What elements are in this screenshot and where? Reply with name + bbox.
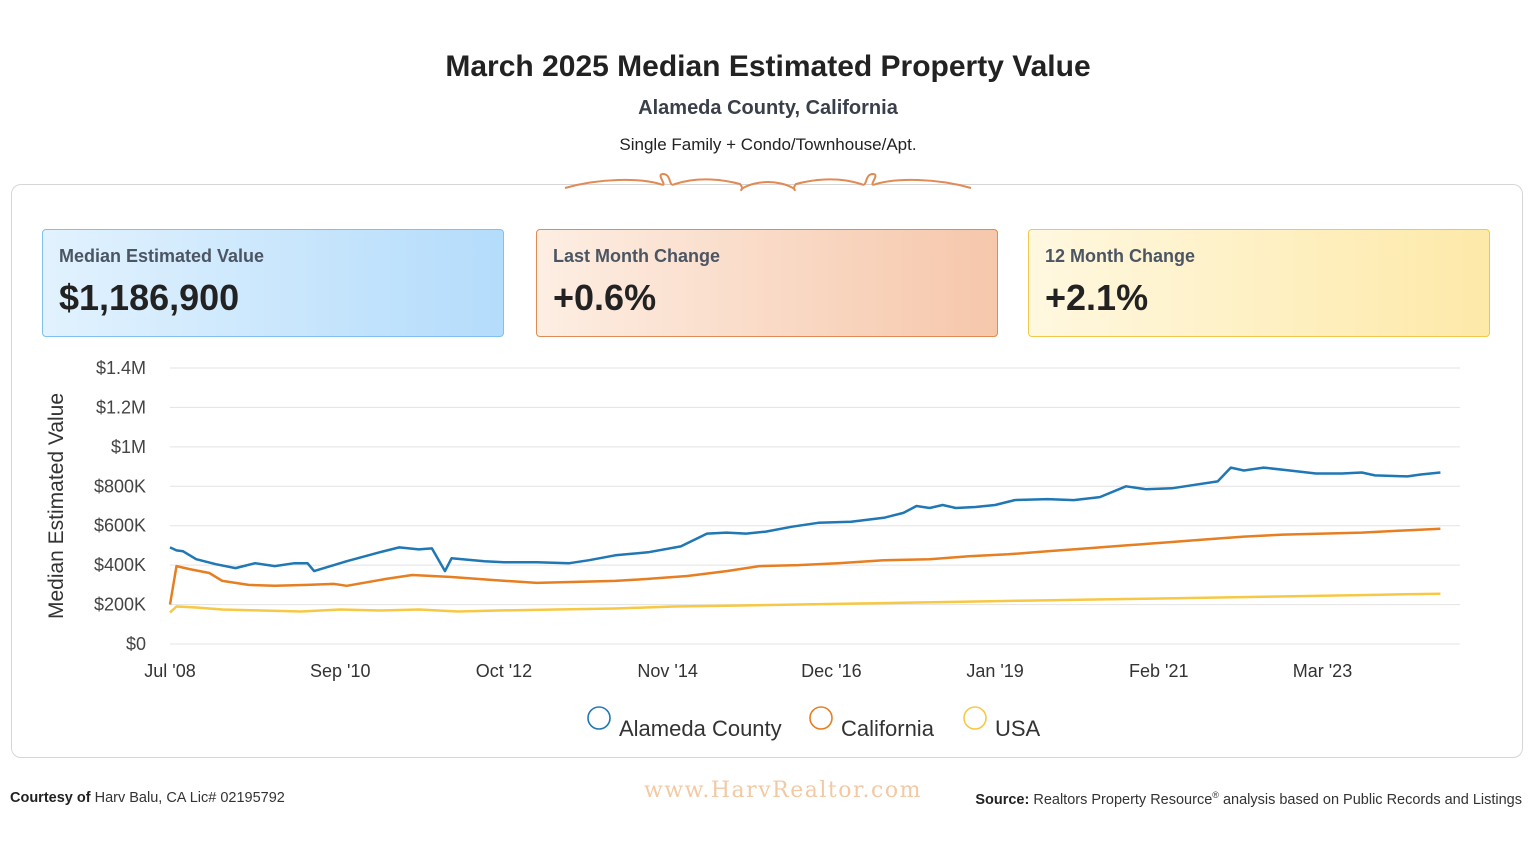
x-tick-label: Nov '14: [637, 661, 697, 681]
y-tick-label: $200K: [94, 595, 146, 615]
property-type-subtitle: Single Family + Condo/Townhouse/Apt.: [619, 135, 917, 154]
twelve-month-change-card: 12 Month Change +2.1%: [1028, 229, 1490, 337]
website-watermark: www.HarvRealtor.com: [644, 778, 922, 803]
median-value-label: Median Estimated Value: [59, 246, 265, 266]
x-tick-label: Mar '23: [1293, 661, 1352, 681]
y-tick-label: $1M: [111, 437, 146, 457]
series-line-alameda-county: [169, 466, 1441, 573]
last-month-change-value: +0.6%: [553, 277, 657, 318]
legend-marker-icon: [963, 706, 987, 730]
courtesy-label: Courtesy of: [10, 790, 91, 806]
x-tick-label: Feb '21: [1129, 661, 1188, 681]
y-tick-label: $1.4M: [96, 358, 146, 378]
legend-label: California: [841, 716, 935, 741]
y-tick-label: $1.2M: [96, 397, 146, 417]
x-tick-label: Oct '12: [476, 661, 532, 681]
x-tick-label: Jul '08: [144, 661, 195, 681]
legend-label: Alameda County: [619, 716, 782, 741]
x-tick-label: Jan '19: [966, 661, 1023, 681]
page-title: March 2025 Median Estimated Property Val…: [445, 50, 1091, 83]
decorative-flourish-icon: [564, 172, 972, 192]
series-line-usa: [169, 592, 1441, 614]
source-text: Realtors Property Resource: [1033, 791, 1213, 808]
courtesy-footer: Courtesy of Harv Balu, CA Lic# 02195792: [10, 790, 285, 806]
y-tick-label: $400K: [94, 555, 146, 575]
y-axis-label: Median Estimated Value: [45, 393, 68, 619]
last-month-change-card: Last Month Change +0.6%: [536, 229, 998, 337]
registered-mark: ®: [1212, 790, 1219, 800]
twelve-month-change-label: 12 Month Change: [1045, 246, 1196, 266]
region-subtitle: Alameda County, California: [638, 97, 898, 119]
legend-label: USA: [995, 716, 1041, 741]
courtesy-text: Harv Balu, CA Lic# 02195792: [94, 790, 285, 806]
median-value-card: Median Estimated Value $1,186,900: [42, 229, 504, 337]
y-tick-label: $0: [126, 634, 146, 654]
series-line-california: [168, 527, 1441, 605]
last-month-change-label: Last Month Change: [553, 246, 720, 266]
line-chart: $0 $200K $400K $600K $800K $1M $1.2M $1.4M Jul '…: [45, 358, 1460, 741]
source-tail: analysis based on Public Records and Lis…: [1218, 791, 1522, 808]
legend-marker-icon: [809, 706, 833, 730]
y-tick-label: $600K: [94, 516, 146, 536]
source-label: Source:: [975, 791, 1030, 808]
source-footer: Source: Realtors Property Resource® anal…: [975, 790, 1522, 808]
x-tick-label: Sep '10: [310, 661, 371, 681]
y-tick-label: $800K: [94, 476, 146, 496]
x-tick-label: Dec '16: [801, 661, 861, 681]
twelve-month-change-value: +2.1%: [1045, 277, 1149, 318]
median-value: $1,186,900: [59, 277, 240, 318]
legend-marker-icon: [587, 706, 611, 730]
